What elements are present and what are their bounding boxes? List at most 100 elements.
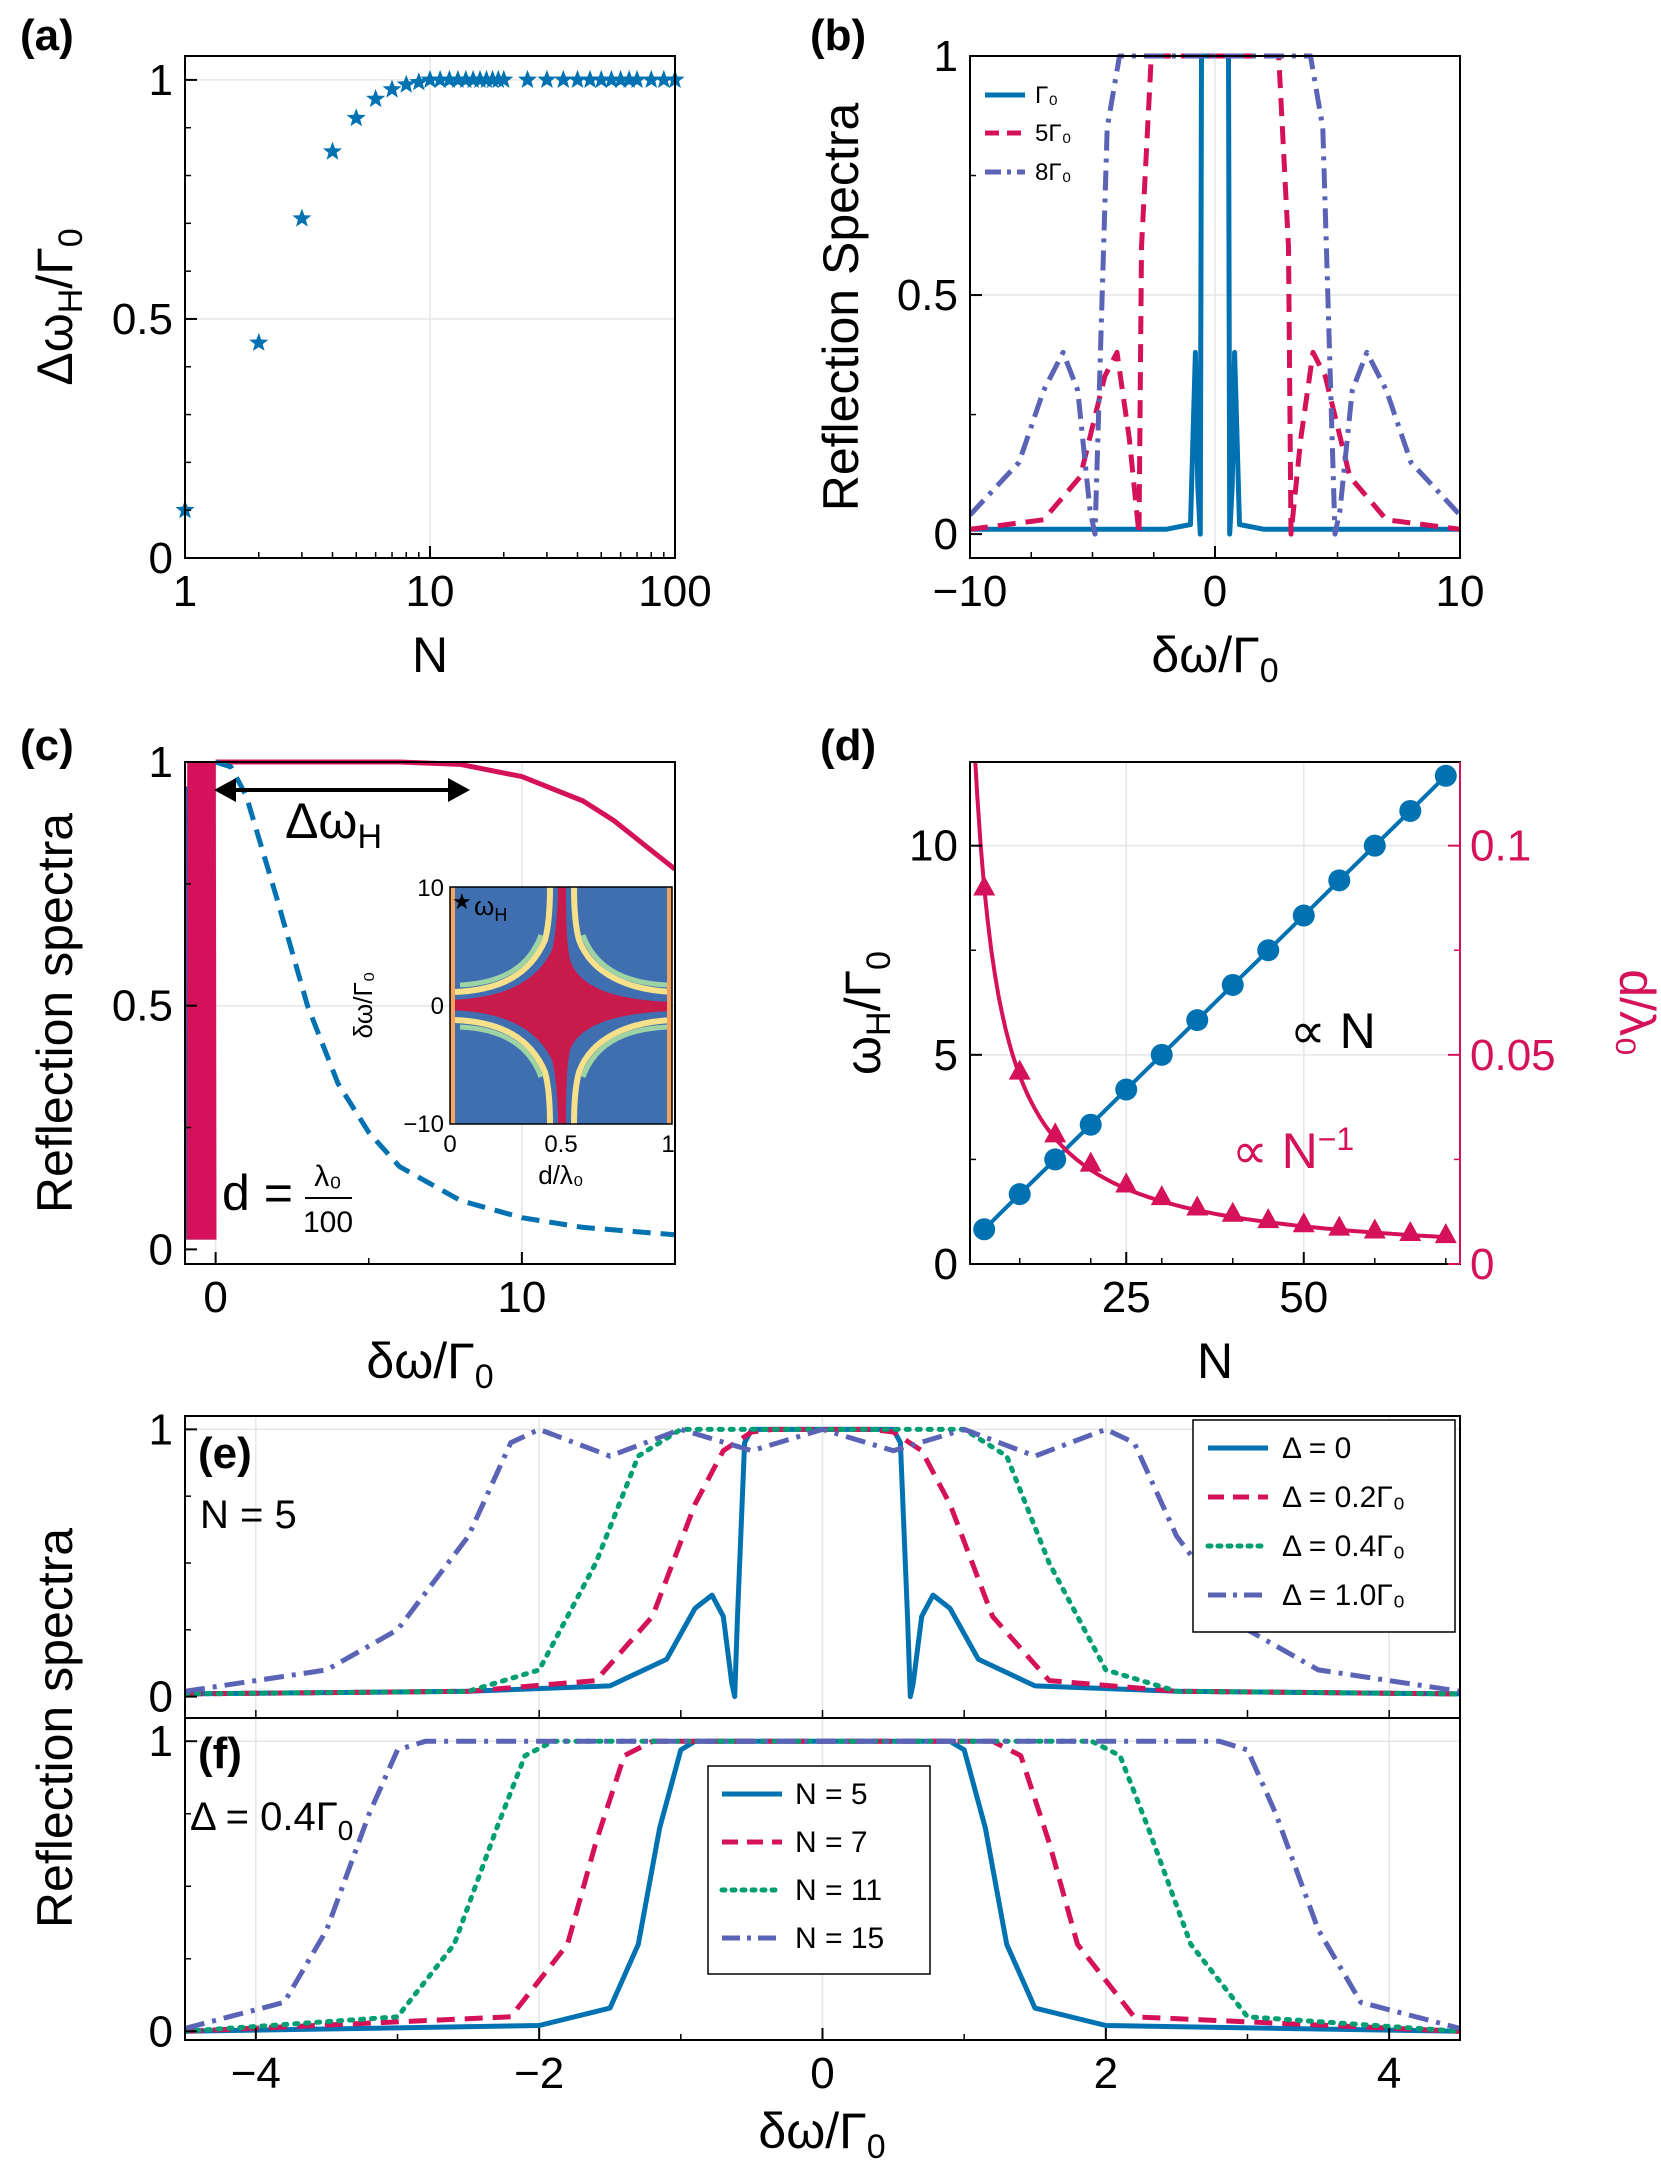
scatter-point xyxy=(611,69,631,88)
scatter-point xyxy=(292,208,312,227)
legend-delta-1.0: Δ = 1.0Γ₀ xyxy=(1282,1579,1405,1612)
inset-xlabel: d/λ₀ xyxy=(538,1160,583,1190)
x-tick-label: −10 xyxy=(933,567,1008,616)
scatter-point xyxy=(518,69,537,88)
d-equals-label: d = xyxy=(222,1165,293,1221)
oscillation-crimson xyxy=(186,761,217,1240)
panel-d-xlabel: N xyxy=(1197,1333,1233,1389)
y-tick-label: 0.5 xyxy=(112,982,173,1031)
data-point-circle xyxy=(1079,1113,1102,1136)
inset-heatmap-band xyxy=(571,887,672,995)
data-point-triangle xyxy=(1186,1195,1209,1216)
y-tick-label: 0 xyxy=(149,1673,173,1722)
panel-d-label: (d) xyxy=(820,721,876,770)
inset-ytick: 0 xyxy=(431,993,444,1020)
data-point-triangle xyxy=(973,875,996,896)
x-tick-label: 50 xyxy=(1279,1273,1328,1322)
series-group xyxy=(185,1738,1460,2034)
data-point-triangle xyxy=(1150,1185,1173,1206)
data-point-triangle xyxy=(1292,1212,1315,1233)
legend-delta-0: Δ = 0 xyxy=(1282,1432,1351,1465)
data-point-circle xyxy=(973,1218,996,1241)
data-point-triangle xyxy=(1257,1208,1280,1229)
series-line-Δ-=-0.2Γ₀ xyxy=(185,1426,1460,1697)
scatter-point xyxy=(439,69,459,88)
panel-b-label: (b) xyxy=(810,11,866,60)
panel-e: 0 1 (e) N = 5 Δ = 0 Δ = 0.2Γ₀ Δ = 0.4Γ₀ Δ… xyxy=(149,1405,1461,1722)
y-tick-label: 0 xyxy=(934,510,958,559)
y-tick-label: 5 xyxy=(934,1031,958,1080)
x-tick-label: 1 xyxy=(173,567,197,616)
y-tick-label: 1 xyxy=(149,1717,173,1766)
y-tick-label: 10 xyxy=(909,822,958,871)
panel-c-frame xyxy=(184,761,676,1265)
scatter-point xyxy=(456,69,476,88)
scatter-point xyxy=(537,69,557,88)
y-tick-label: 0 xyxy=(149,1225,173,1274)
panel-c-xlabel: δω/Γ0 xyxy=(366,1333,493,1396)
x-tick-label: 2 xyxy=(1094,2049,1118,2098)
panel-a-label: (a) xyxy=(20,11,74,60)
legend-delta-0.2: Δ = 0.2Γ₀ xyxy=(1282,1481,1405,1514)
panel-b: (b) −10 0 10 0 0.5 1 Γ₀ 5Γ₀ 8Γ₀ δω/Γ0 Reflect… xyxy=(810,11,1484,690)
data-point-triangle xyxy=(1044,1122,1067,1143)
panel-f-label: (f) xyxy=(198,1729,242,1778)
inset-heatmap-edge xyxy=(667,887,672,1124)
panel-e-note: N = 5 xyxy=(200,1493,297,1537)
x-tick-label: 4 xyxy=(1377,2049,1401,2098)
inset-ytick: 10 xyxy=(417,875,444,902)
panel-f-legend: N = 5 N = 7 N = 11 N = 15 xyxy=(707,1765,931,1975)
data-point-triangle xyxy=(1328,1215,1351,1236)
series-line-Δ-=-1.0Γ₀ xyxy=(185,1426,1460,1694)
y-tick-label: 0 xyxy=(1470,1240,1494,1289)
delta-omega-h-arrow xyxy=(214,778,470,802)
inset-xtick: 0 xyxy=(443,1131,456,1158)
scatter-point xyxy=(346,108,366,127)
panel-b-xlabel: δω/Γ0 xyxy=(1151,627,1278,690)
y-tick-label: 0 xyxy=(149,2007,173,2056)
scatter-point xyxy=(323,141,342,160)
y-tick-label: 1 xyxy=(149,1405,173,1454)
x-tick-label: 0 xyxy=(203,1273,227,1322)
x-tick-label: 0 xyxy=(1203,567,1227,616)
inset-ytick: −10 xyxy=(403,1111,444,1138)
data-point-circle xyxy=(1115,1078,1138,1101)
inset-marker: ★ xyxy=(452,889,472,914)
panel-c-label: (c) xyxy=(20,721,74,770)
panel-c-ylabel: Reflection spectra xyxy=(27,813,83,1213)
y-tick-label: 0 xyxy=(149,534,173,583)
scatter-point xyxy=(601,69,621,88)
scatter-point xyxy=(249,332,269,351)
panel-d-ylabel-right: d/λ₀ xyxy=(1609,969,1661,1056)
x-tick-label: 25 xyxy=(1102,1273,1151,1322)
y-tick-label: 0.05 xyxy=(1470,1031,1556,1080)
scatter-point xyxy=(420,69,440,88)
data-point-circle xyxy=(1363,834,1386,857)
y-tick-label: 0.1 xyxy=(1470,822,1531,871)
y-tick-label: 1 xyxy=(149,56,173,105)
panel-a-ylabel: ΔωH/Γ0 xyxy=(27,228,90,385)
scatter-point xyxy=(430,69,450,88)
panel-f-xlabel: δω/Γ0 xyxy=(758,2103,885,2166)
data-point-circle xyxy=(1008,1183,1031,1206)
y-tick-label: 0.5 xyxy=(112,295,173,344)
scatter-point xyxy=(580,69,600,88)
annotation-proportional-N: ∝ N xyxy=(1290,1003,1376,1059)
data-point-circle xyxy=(1221,973,1244,996)
x-tick-label: 0 xyxy=(810,2049,834,2098)
legend-8gamma0: 8Γ₀ xyxy=(1035,159,1072,186)
data-point-circle xyxy=(1399,799,1422,822)
legend-n5: N = 5 xyxy=(795,1778,868,1811)
series-line-N-=-15 xyxy=(185,1738,1460,2031)
inset-heatmap-core xyxy=(450,887,672,1124)
data-point-triangle xyxy=(1008,1059,1031,1080)
panel-e-legend: Δ = 0 Δ = 0.2Γ₀ Δ = 0.4Γ₀ Δ = 1.0Γ₀ xyxy=(1192,1419,1456,1633)
scatter-point xyxy=(627,69,647,88)
data-point-triangle xyxy=(1399,1221,1422,1242)
d-fraction-numerator: λ₀ xyxy=(314,1160,341,1193)
legend-5gamma0: 5Γ₀ xyxy=(1035,120,1072,147)
x-tick-label: −2 xyxy=(514,2049,564,2098)
inset-xtick: 0.5 xyxy=(544,1131,577,1158)
